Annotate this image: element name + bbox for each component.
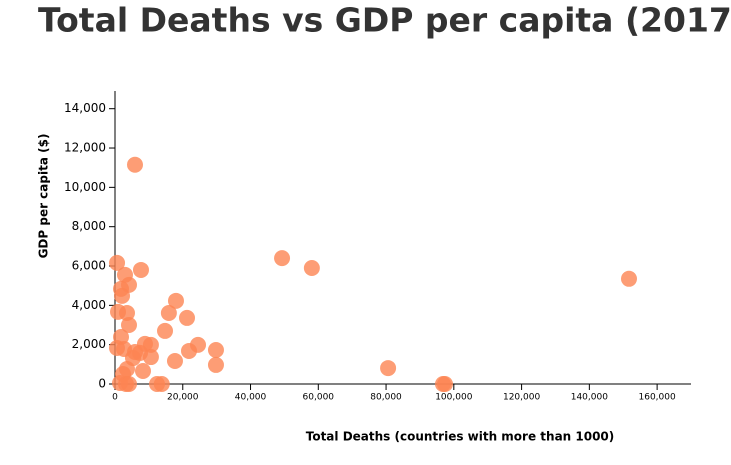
y-tick-label: 4,000 bbox=[72, 298, 106, 312]
x-tick-label: 140,000 bbox=[571, 393, 608, 403]
point bbox=[126, 156, 143, 173]
point bbox=[109, 254, 126, 271]
point bbox=[207, 356, 224, 373]
x-tick-label: 100,000 bbox=[435, 393, 472, 403]
x-axis-label: Total Deaths (countries with more than 1… bbox=[306, 430, 615, 444]
x-tick-label: 80,000 bbox=[370, 393, 402, 403]
point bbox=[380, 360, 397, 377]
point bbox=[620, 270, 637, 287]
point bbox=[114, 287, 131, 304]
y-tick-label: 6,000 bbox=[72, 259, 106, 273]
point bbox=[134, 363, 151, 380]
y-tick-label: 14,000 bbox=[64, 101, 106, 115]
point bbox=[437, 376, 454, 392]
y-tick-label: 10,000 bbox=[64, 180, 106, 194]
y-axis-label: GDP per capita ($) bbox=[37, 134, 51, 259]
y-tick-label: 2,000 bbox=[72, 337, 106, 351]
point bbox=[118, 305, 135, 322]
point bbox=[142, 349, 159, 366]
y-tick-label: 12,000 bbox=[64, 141, 106, 155]
x-tick-label: 120,000 bbox=[503, 393, 540, 403]
x-tick-label: 20,000 bbox=[167, 393, 199, 403]
point bbox=[142, 336, 159, 353]
x-tick-label: 40,000 bbox=[235, 393, 267, 403]
point bbox=[132, 261, 149, 278]
x-tick-label: 0 bbox=[112, 393, 118, 403]
y-tick-label: 0 bbox=[98, 377, 106, 391]
point bbox=[153, 376, 170, 392]
point bbox=[120, 376, 137, 392]
point bbox=[157, 322, 174, 339]
point bbox=[166, 352, 183, 369]
point bbox=[120, 317, 137, 334]
chart-title: Total Deaths vs GDP per capita (2017) bbox=[38, 1, 731, 40]
point bbox=[274, 250, 291, 267]
point bbox=[180, 342, 197, 359]
point bbox=[207, 341, 224, 358]
point bbox=[179, 309, 195, 326]
point bbox=[303, 259, 320, 276]
y-tick-label: 8,000 bbox=[72, 219, 106, 233]
point bbox=[167, 292, 184, 309]
x-tick-label: 160,000 bbox=[639, 393, 676, 403]
x-tick-label: 60,000 bbox=[303, 393, 335, 403]
point bbox=[160, 305, 177, 322]
